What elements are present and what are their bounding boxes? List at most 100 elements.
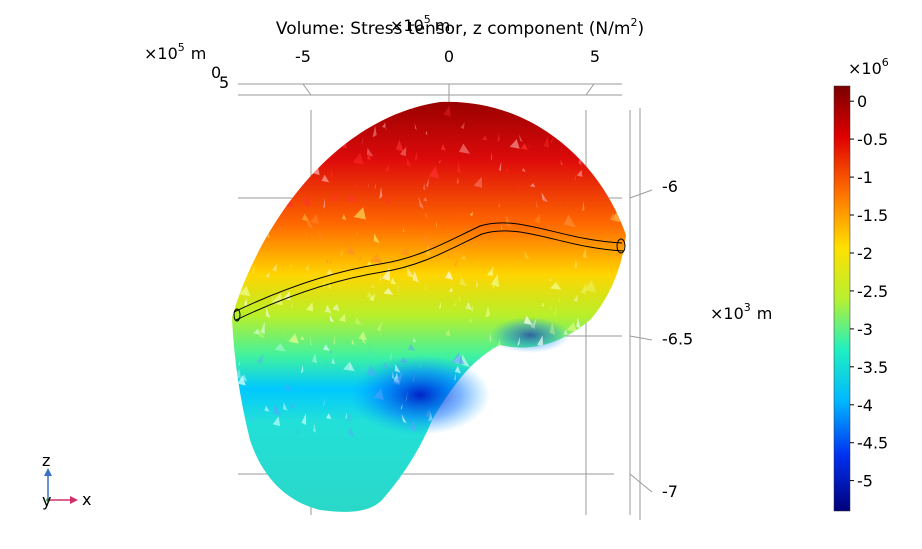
mesh-facet <box>566 322 578 332</box>
mesh-facet <box>272 416 281 427</box>
mesh-facet <box>348 426 354 437</box>
mesh-facet <box>243 298 248 307</box>
mesh-facet <box>611 102 614 111</box>
mesh-facet <box>553 304 558 317</box>
mesh-facet <box>570 261 572 269</box>
mesh-facet <box>237 375 246 386</box>
mesh-facet <box>234 167 237 177</box>
mesh-facet <box>509 139 520 149</box>
mesh-facet <box>485 306 491 318</box>
mesh-facet <box>288 333 299 344</box>
mesh-facet <box>410 419 416 432</box>
mesh-facet <box>536 199 538 209</box>
y-tick-label: 5 <box>219 73 229 92</box>
mesh-facet <box>240 220 251 229</box>
x-axis-multiplier: ×105 m <box>390 13 450 35</box>
mesh-facet <box>329 314 335 323</box>
mesh-facet <box>487 266 494 276</box>
mesh-facet <box>558 421 561 428</box>
mesh-facet <box>361 137 364 145</box>
colorbar-tick-label: -0.5 <box>857 130 888 149</box>
mesh-facet <box>490 274 500 288</box>
mesh-facet <box>607 303 617 313</box>
mesh-facet <box>459 277 467 287</box>
mesh-facet <box>582 247 587 259</box>
mesh-facet <box>282 325 284 336</box>
mesh-facet <box>390 277 397 285</box>
mesh-facet <box>290 404 294 409</box>
colorbar-tick-label: -4.5 <box>857 434 888 453</box>
mesh-facet <box>253 115 261 124</box>
mesh-facet <box>353 207 366 220</box>
mesh-facet <box>460 254 467 260</box>
mesh-facet <box>274 343 286 352</box>
mesh-facet <box>251 113 260 126</box>
mesh-facet <box>560 159 563 166</box>
mesh-facet <box>258 328 266 339</box>
mesh-facet <box>345 412 347 420</box>
mesh-facet <box>499 161 502 172</box>
mesh-facet <box>527 362 533 373</box>
mesh-facet <box>459 143 471 154</box>
mesh-facet <box>385 163 390 172</box>
mesh-facet <box>440 144 446 151</box>
mesh-facet <box>599 147 605 159</box>
colorbar-multiplier: ×106 <box>848 56 889 78</box>
mesh-facet <box>452 353 465 365</box>
mesh-facet <box>243 392 245 397</box>
mesh-facet <box>267 233 270 239</box>
mesh-facet <box>385 193 390 206</box>
low-stress-zone-right <box>490 317 570 353</box>
mesh-facet <box>591 116 597 127</box>
z-tick-label: -6 <box>662 177 678 196</box>
mesh-facet <box>318 229 324 241</box>
mesh-facet <box>576 169 583 177</box>
mesh-facet <box>392 372 403 386</box>
colorbar-ticks: 0 -0.5 -1 -1.5 -2 -2.5 -3 -3.5 -4 -4.5 -5 <box>850 92 888 491</box>
mesh-facet <box>563 214 576 228</box>
mesh-facet <box>578 419 580 426</box>
mesh-facet <box>505 215 512 228</box>
mesh-facet <box>275 172 280 178</box>
mesh-facet <box>576 317 581 329</box>
mesh-facet <box>616 105 626 114</box>
mesh-facet <box>282 402 288 411</box>
mesh-facet <box>289 158 294 165</box>
mesh-facet <box>539 407 543 418</box>
mesh-facet <box>264 405 270 412</box>
mesh-facet <box>270 129 275 136</box>
mesh-facet <box>333 304 336 310</box>
mesh-facet <box>539 389 541 395</box>
mesh-facet <box>299 112 301 118</box>
mesh-facet <box>374 182 376 189</box>
mesh-facet <box>321 174 330 183</box>
mesh-facet <box>601 101 606 108</box>
mesh-facet <box>609 213 616 221</box>
mesh-facet <box>333 337 335 346</box>
contour-line-offset <box>235 230 625 321</box>
mesh-facet <box>355 180 358 189</box>
axis-triad: z y x <box>42 451 91 510</box>
surface-shape <box>232 101 626 512</box>
triad-x-label: x <box>82 490 91 509</box>
mesh-facet <box>537 335 544 348</box>
mesh-facet <box>443 105 451 117</box>
mesh-facet <box>423 196 428 202</box>
mesh-facet <box>490 150 492 161</box>
mesh-facet <box>366 291 374 299</box>
mesh-facet <box>394 363 401 373</box>
mesh-facet <box>614 402 620 408</box>
mesh-facet <box>383 118 388 131</box>
mesh-facet <box>574 259 578 269</box>
low-stress-zone <box>350 355 490 435</box>
mesh-facet <box>334 332 336 341</box>
mesh-facet <box>290 299 294 309</box>
mesh-facet <box>615 158 617 171</box>
mesh-facet <box>418 196 425 209</box>
mesh-facet <box>326 361 328 368</box>
colorbar-tick-label: -1 <box>857 168 873 187</box>
mesh-facet <box>528 142 531 149</box>
z-tick-label: -7 <box>662 482 678 501</box>
mesh-facet <box>458 294 461 302</box>
mesh-facet <box>530 318 537 329</box>
